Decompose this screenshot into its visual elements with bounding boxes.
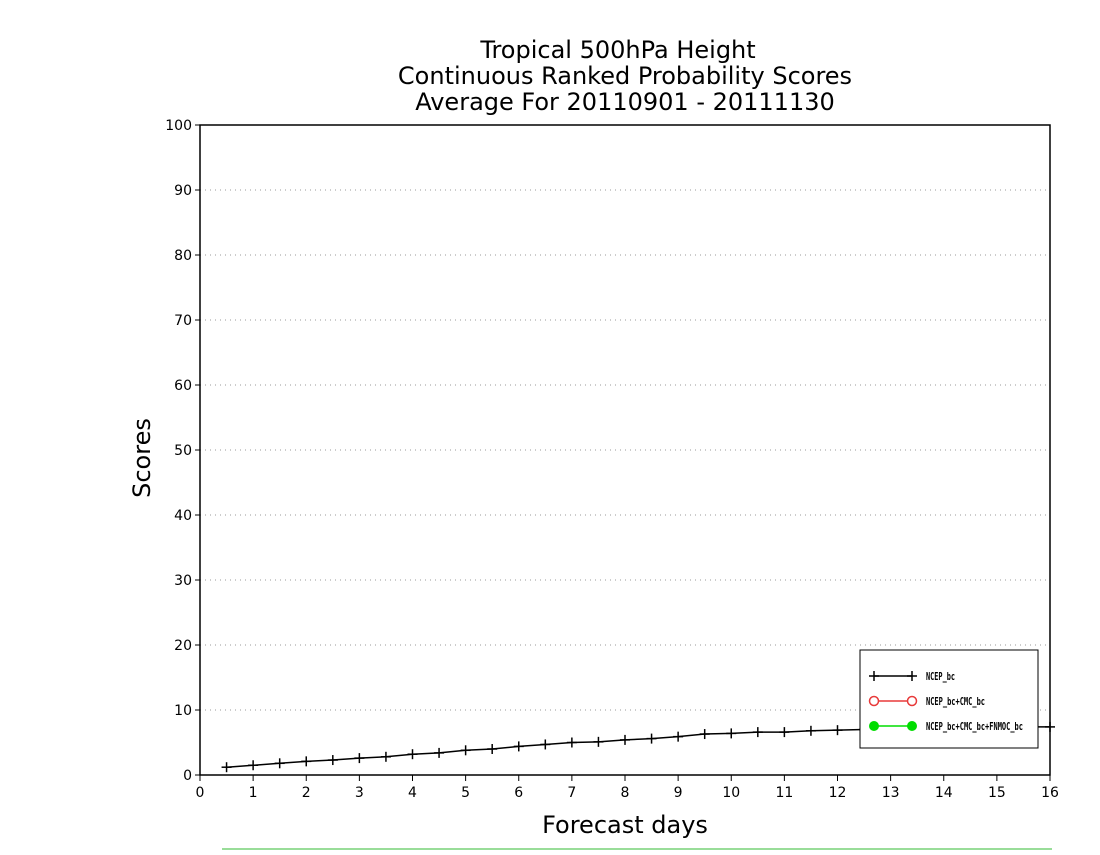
y-tick-label: 40 bbox=[174, 508, 192, 524]
data-point bbox=[434, 747, 445, 758]
x-tick-label: 9 bbox=[674, 785, 683, 801]
data-point bbox=[540, 739, 551, 750]
legend-box bbox=[859, 649, 1039, 749]
legend-marker bbox=[868, 695, 880, 707]
legend: NCEP_bc NCEP_bc+CMC_bc NCEP_bc+CMC_bc+FNMO… bbox=[859, 649, 1039, 749]
x-tick-label: 16 bbox=[1041, 785, 1059, 801]
y-tick-label: 50 bbox=[174, 443, 192, 459]
y-tick-label: 90 bbox=[174, 183, 192, 199]
x-tick-label: 2 bbox=[302, 785, 311, 801]
data-point bbox=[832, 725, 843, 736]
data-point bbox=[620, 734, 630, 745]
chart-title-line-2: Continuous Ranked Probability Scores bbox=[398, 62, 852, 90]
data-point bbox=[593, 736, 604, 747]
data-point bbox=[566, 737, 577, 748]
x-tick-label: 13 bbox=[882, 785, 900, 801]
legend-label-0: NCEP_bc bbox=[926, 670, 955, 683]
y-tick-label: 60 bbox=[174, 378, 192, 394]
y-tick-label: 20 bbox=[174, 638, 192, 654]
data-point bbox=[327, 755, 338, 766]
data-point bbox=[274, 758, 285, 769]
data-point bbox=[805, 725, 816, 736]
x-tick-label: 8 bbox=[621, 785, 630, 801]
x-tick-label: 14 bbox=[935, 785, 953, 801]
y-tick-label: 100 bbox=[165, 118, 192, 134]
data-point bbox=[726, 728, 737, 739]
plot-frame bbox=[199, 124, 1051, 776]
x-tick-label: 12 bbox=[829, 785, 847, 801]
x-tick-label: 7 bbox=[567, 785, 576, 801]
data-point bbox=[380, 751, 391, 762]
y-tick-label: 0 bbox=[183, 768, 192, 784]
data-point bbox=[699, 729, 710, 740]
y-tick-label: 10 bbox=[174, 703, 192, 719]
data-point bbox=[646, 733, 657, 744]
x-tick-label: 1 bbox=[249, 785, 258, 801]
y-tick-label: 80 bbox=[174, 248, 192, 264]
x-tick-label: 4 bbox=[408, 785, 417, 801]
grid bbox=[200, 189, 1050, 711]
data-point bbox=[673, 731, 684, 742]
data-point bbox=[752, 727, 763, 738]
y-tick-label: 30 bbox=[174, 573, 192, 589]
chart-title: Tropical 500hPa Height Continuous Ranked… bbox=[398, 36, 852, 116]
x-tick-label: 6 bbox=[514, 785, 523, 801]
x-tick-label: 11 bbox=[775, 785, 793, 801]
data-point bbox=[248, 760, 259, 771]
x-tick-label: 15 bbox=[988, 785, 1006, 801]
legend-marker bbox=[907, 721, 917, 731]
y-axis-label: Scores bbox=[128, 418, 156, 498]
x-tick-label: 10 bbox=[722, 785, 740, 801]
data-point bbox=[460, 745, 471, 756]
chart-title-line-1: Tropical 500hPa Height bbox=[479, 36, 755, 64]
data-point bbox=[779, 727, 790, 738]
data-point bbox=[513, 741, 524, 752]
data-point bbox=[301, 756, 312, 767]
data-point bbox=[354, 753, 365, 764]
legend-marker bbox=[869, 721, 879, 731]
y-tick-label: 70 bbox=[174, 313, 192, 329]
x-tick-label: 3 bbox=[355, 785, 364, 801]
x-axis-label: Forecast days bbox=[542, 811, 708, 839]
legend-label-2: NCEP_bc+CMC_bc+FNMOC_bc bbox=[926, 720, 1023, 733]
legend-marker bbox=[906, 695, 918, 707]
chart-title-line-3: Average For 20110901 - 20111130 bbox=[415, 88, 835, 116]
legend-label-1: NCEP_bc+CMC_bc bbox=[926, 695, 985, 708]
x-tick-label: 0 bbox=[196, 785, 205, 801]
data-point bbox=[407, 749, 418, 760]
data-point bbox=[221, 762, 232, 773]
x-tick-label: 5 bbox=[461, 785, 470, 801]
data-point bbox=[487, 744, 498, 754]
